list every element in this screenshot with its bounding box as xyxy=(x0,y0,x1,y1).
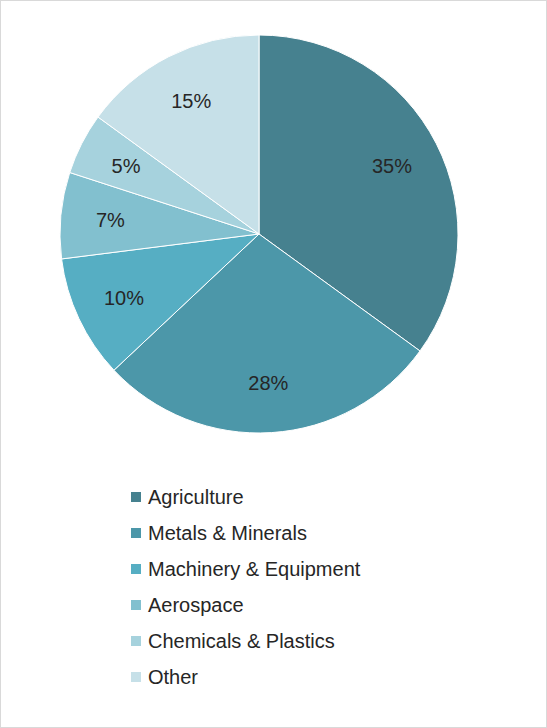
data-label: 5% xyxy=(112,155,141,177)
legend-item: Machinery & Equipment xyxy=(131,558,361,580)
legend-item: Metals & Minerals xyxy=(131,522,307,544)
frame xyxy=(1,1,547,728)
data-label: 28% xyxy=(248,372,288,394)
legend-label: Other xyxy=(148,666,198,688)
chart: 35% 28% 10% 7% 5% 15% Agriculture Metals & Mine… xyxy=(0,0,547,728)
pie-slice xyxy=(98,35,259,234)
data-label: 15% xyxy=(171,90,211,112)
pie xyxy=(60,35,458,433)
legend-swatch xyxy=(131,564,141,574)
legend-swatch xyxy=(131,636,141,646)
legend-label: Chemicals & Plastics xyxy=(148,630,335,652)
legend-swatch xyxy=(131,600,141,610)
legend-swatch xyxy=(131,528,141,538)
legend-label: Metals & Minerals xyxy=(148,522,307,544)
data-label: 10% xyxy=(104,287,144,309)
legend-swatch xyxy=(131,492,141,502)
data-label: 7% xyxy=(96,209,125,231)
legend-label: Aerospace xyxy=(148,594,244,616)
legend-item: Aerospace xyxy=(131,594,244,616)
data-labels: 35% 28% 10% 7% 5% 15% xyxy=(96,90,412,394)
legend: Agriculture Metals & Minerals Machinery & … xyxy=(131,486,361,688)
legend-item: Agriculture xyxy=(131,486,244,508)
legend-swatch xyxy=(131,672,141,682)
data-label: 35% xyxy=(372,155,412,177)
legend-label: Agriculture xyxy=(148,486,244,508)
legend-item: Other xyxy=(131,666,198,688)
legend-label: Machinery & Equipment xyxy=(148,558,361,580)
legend-item: Chemicals & Plastics xyxy=(131,630,335,652)
